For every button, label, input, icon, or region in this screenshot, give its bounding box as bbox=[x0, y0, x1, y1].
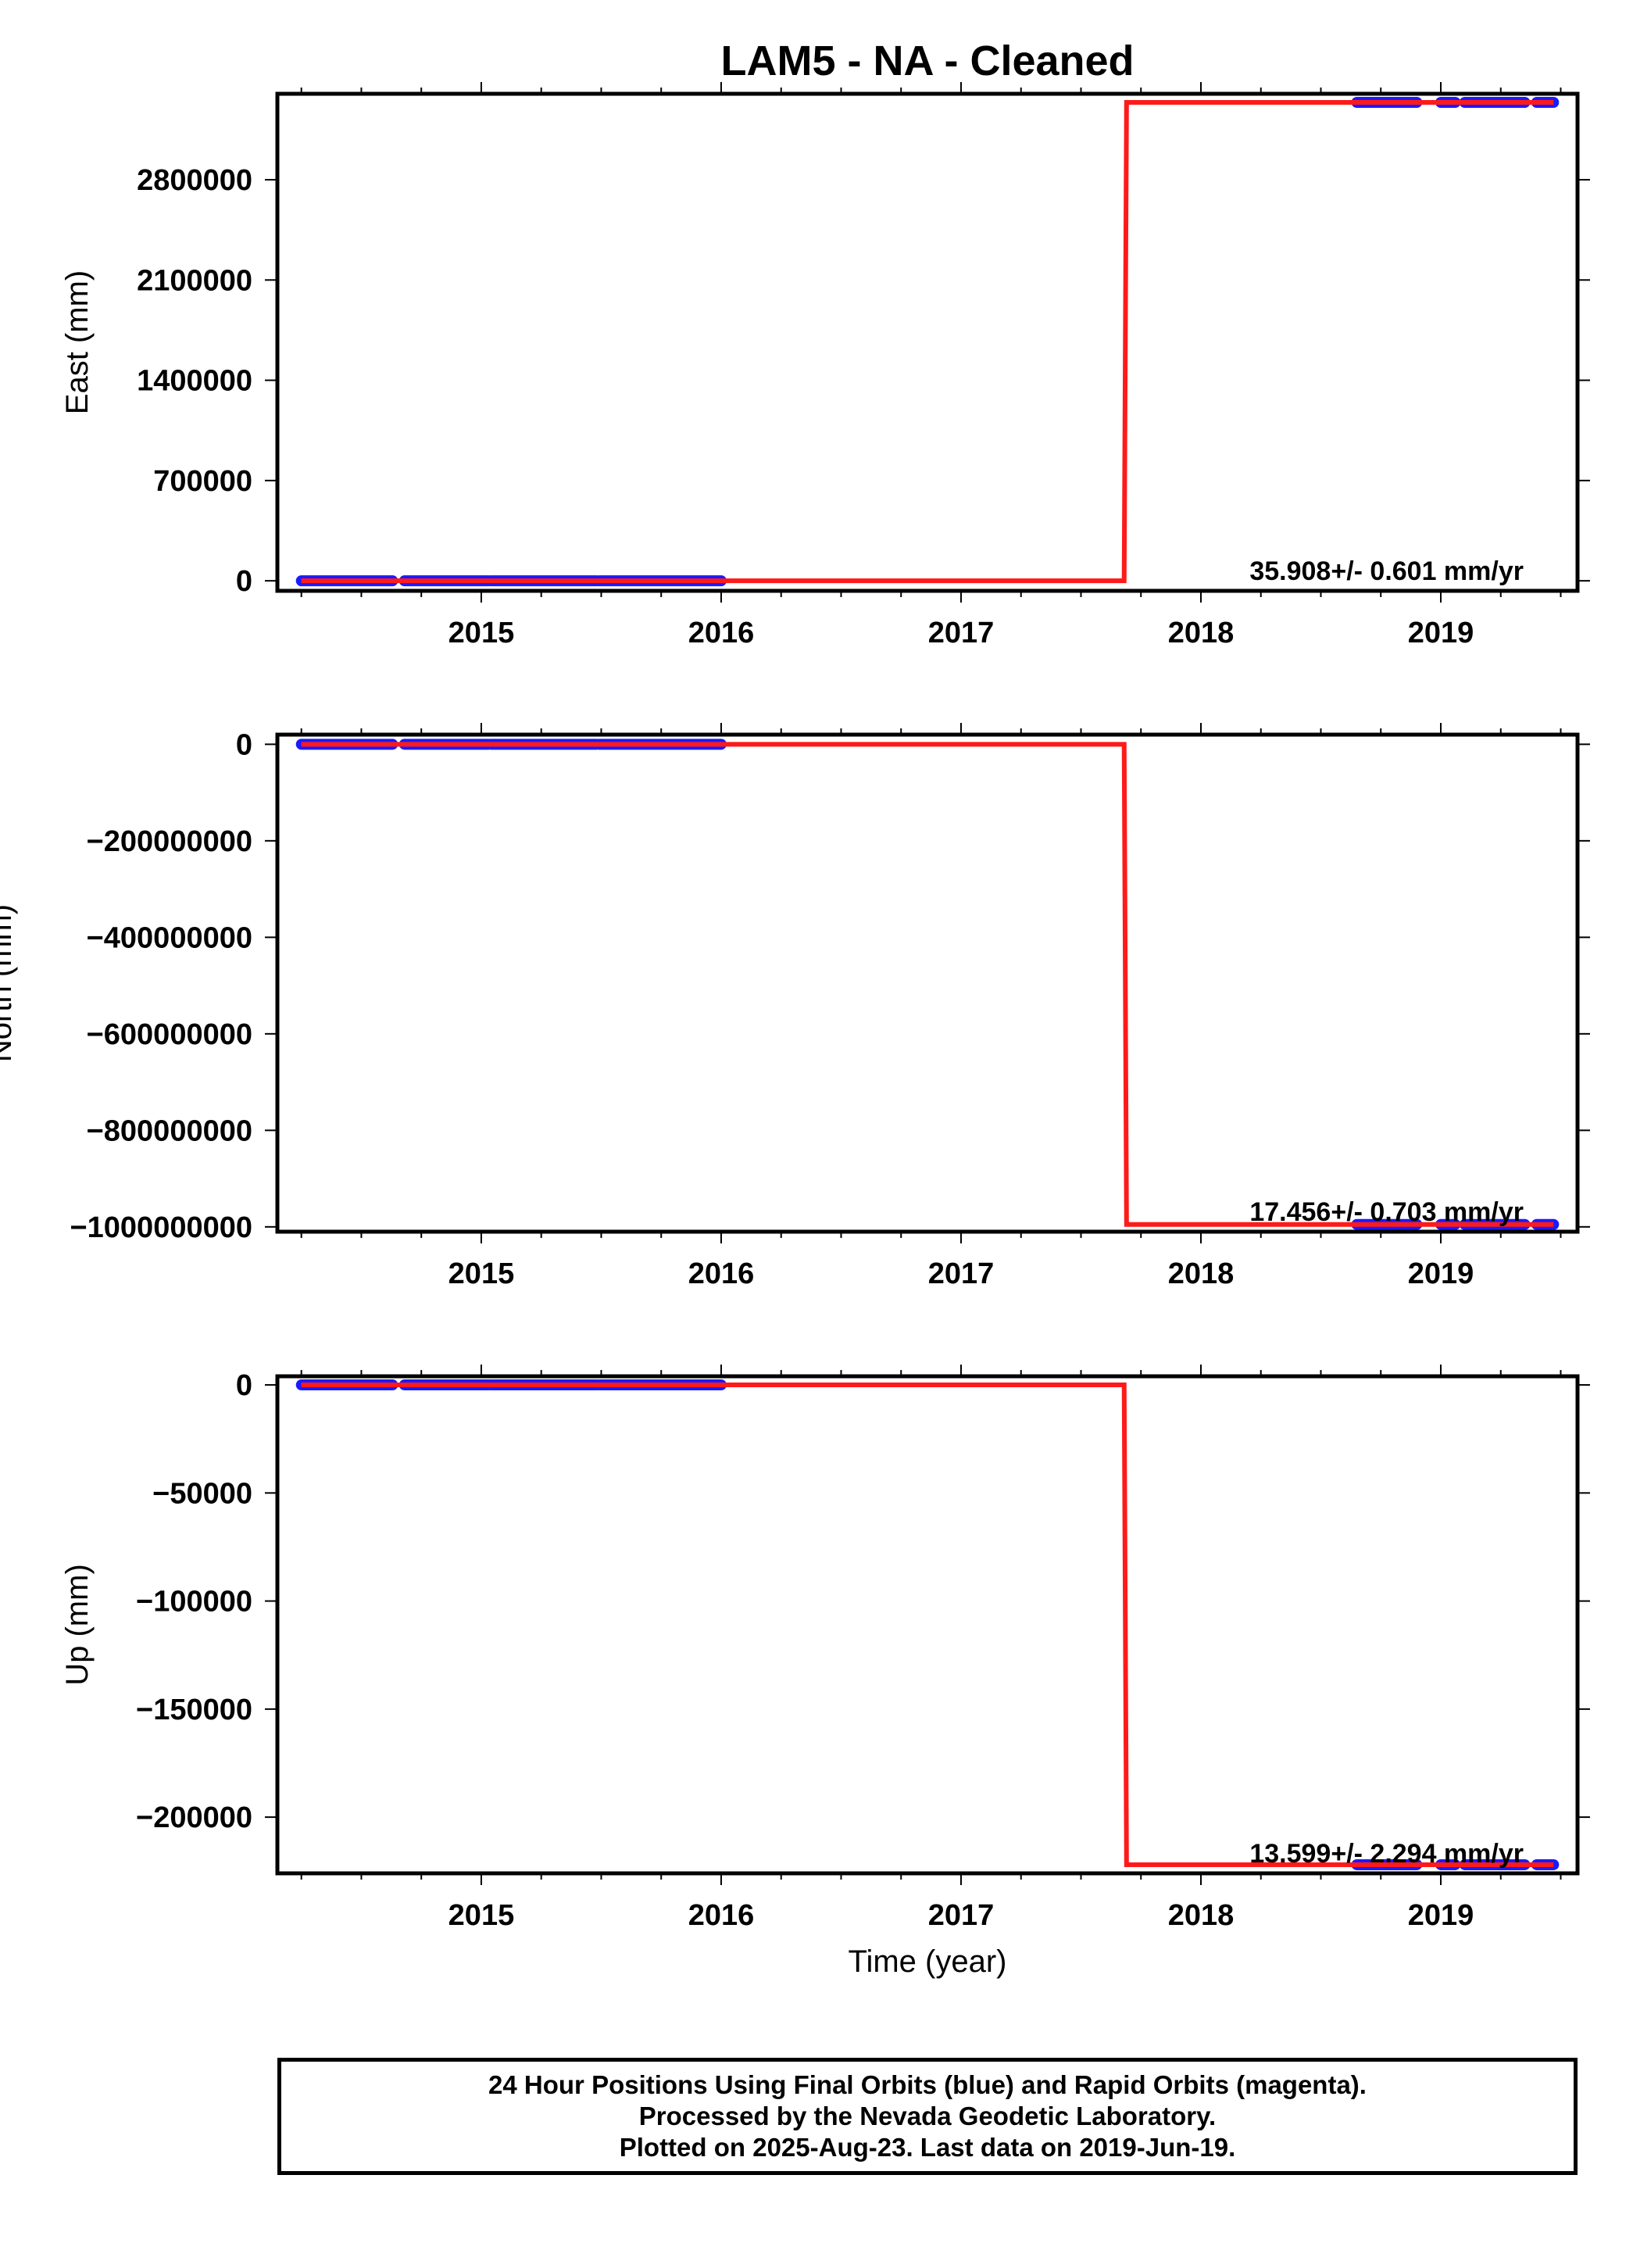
x-tick-label: 2018 bbox=[1168, 617, 1235, 649]
x-tick-label: 2018 bbox=[1168, 1899, 1235, 1932]
y-tick-label: 0 bbox=[236, 1369, 252, 1402]
plot-frame bbox=[275, 91, 1580, 593]
footer-box: 24 Hour Positions Using Final Orbits (bl… bbox=[277, 2058, 1578, 2175]
footer-line-2: Processed by the Nevada Geodetic Laborat… bbox=[638, 2102, 1217, 2130]
y-tick-label: 0 bbox=[236, 565, 252, 598]
y-axis-label: East (mm) bbox=[60, 270, 95, 414]
y-tick-label: −100000 bbox=[136, 1586, 252, 1619]
y-tick-label: −200000000 bbox=[87, 825, 252, 858]
y-tick-label: −600000000 bbox=[87, 1018, 252, 1051]
velocity-annotation: 13.599+/- 2.294 mm/yr bbox=[1249, 1839, 1524, 1869]
y-tick-label: −1000000000 bbox=[70, 1211, 252, 1244]
x-tick-label: 2015 bbox=[448, 1257, 515, 1290]
x-tick-label: 2016 bbox=[688, 617, 755, 649]
y-tick-label: 1400000 bbox=[137, 365, 252, 398]
y-tick-label: −150000 bbox=[136, 1694, 252, 1726]
x-tick-label: 2019 bbox=[1408, 1257, 1474, 1290]
y-tick-label: 2100000 bbox=[137, 264, 252, 297]
y-tick-label: −400000000 bbox=[87, 921, 252, 954]
x-tick-label: 2015 bbox=[448, 1899, 515, 1932]
panel-up: 2015 2016 2017 2018 2019 0 −50000 −100000 −15000… bbox=[60, 1365, 1590, 1979]
y-tick-label: 2800000 bbox=[137, 164, 252, 197]
x-axis-label: Time (year) bbox=[849, 1944, 1007, 1979]
plot-frame bbox=[275, 1374, 1580, 1876]
y-tick-label: 0 bbox=[236, 728, 252, 761]
x-tick-label: 2019 bbox=[1408, 1899, 1474, 1932]
y-tick-label: −200000 bbox=[136, 1801, 252, 1834]
footer-line-3: Plotted on 2025-Aug-23. Last data on 201… bbox=[619, 2133, 1236, 2162]
velocity-annotation: 35.908+/- 0.601 mm/yr bbox=[1249, 556, 1524, 586]
panel-north: 2015 2016 2017 2018 2019 0 −200000000 −40000000… bbox=[0, 723, 1590, 1290]
panel-east: 2015 2016 2017 2018 2019 0 700000 1400000 210000… bbox=[60, 82, 1590, 649]
x-tick-label: 2017 bbox=[928, 1257, 995, 1290]
y-tick-label: −800000000 bbox=[87, 1114, 252, 1147]
chart-title: LAM5 - NA - Cleaned bbox=[720, 38, 1134, 84]
y-axis-label: Up (mm) bbox=[60, 1564, 95, 1686]
velocity-annotation: 17.456+/- 0.703 mm/yr bbox=[1249, 1197, 1524, 1227]
x-tick-label: 2018 bbox=[1168, 1257, 1235, 1290]
y-axis-label: North (mm) bbox=[0, 904, 18, 1062]
y-tick-label: −50000 bbox=[152, 1477, 252, 1510]
x-tick-label: 2017 bbox=[928, 1899, 995, 1932]
x-tick-label: 2016 bbox=[688, 1257, 755, 1290]
x-tick-label: 2019 bbox=[1408, 617, 1474, 649]
model-fit-line bbox=[301, 742, 1554, 1227]
model-fit-line bbox=[301, 99, 1554, 584]
plot-frame bbox=[275, 732, 1580, 1234]
y-tick-label: 700000 bbox=[153, 465, 252, 498]
footer-line-1: 24 Hour Positions Using Final Orbits (bl… bbox=[488, 2070, 1367, 2099]
x-tick-label: 2017 bbox=[928, 617, 995, 649]
model-fit-line bbox=[301, 1383, 1554, 1867]
x-tick-label: 2015 bbox=[448, 617, 515, 649]
x-tick-label: 2016 bbox=[688, 1899, 755, 1932]
